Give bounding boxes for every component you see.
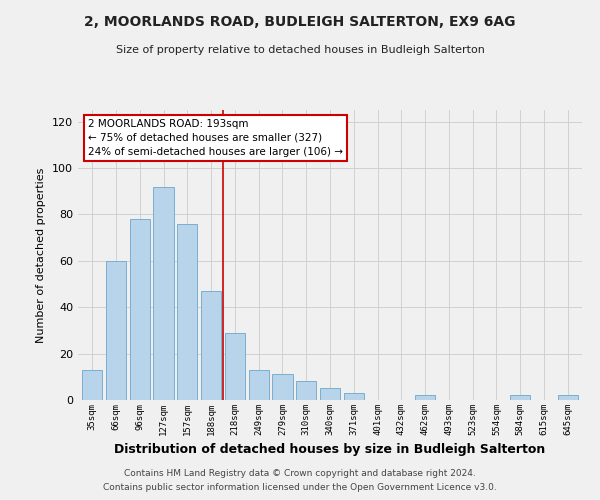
- Text: 2 MOORLANDS ROAD: 193sqm
← 75% of detached houses are smaller (327)
24% of semi-: 2 MOORLANDS ROAD: 193sqm ← 75% of detach…: [88, 118, 343, 156]
- X-axis label: Distribution of detached houses by size in Budleigh Salterton: Distribution of detached houses by size …: [115, 444, 545, 456]
- Bar: [201, 291, 221, 400]
- Bar: [130, 219, 150, 400]
- Text: Size of property relative to detached houses in Budleigh Salterton: Size of property relative to detached ho…: [116, 45, 484, 55]
- Bar: [82, 370, 103, 400]
- Bar: [248, 370, 269, 400]
- Bar: [272, 374, 293, 400]
- Y-axis label: Number of detached properties: Number of detached properties: [37, 168, 46, 342]
- Text: 2, MOORLANDS ROAD, BUDLEIGH SALTERTON, EX9 6AG: 2, MOORLANDS ROAD, BUDLEIGH SALTERTON, E…: [84, 15, 516, 29]
- Bar: [106, 261, 126, 400]
- Bar: [177, 224, 197, 400]
- Bar: [557, 396, 578, 400]
- Bar: [225, 332, 245, 400]
- Text: Contains public sector information licensed under the Open Government Licence v3: Contains public sector information licen…: [103, 484, 497, 492]
- Bar: [510, 396, 530, 400]
- Bar: [320, 388, 340, 400]
- Bar: [154, 186, 173, 400]
- Bar: [344, 393, 364, 400]
- Bar: [296, 382, 316, 400]
- Text: Contains HM Land Registry data © Crown copyright and database right 2024.: Contains HM Land Registry data © Crown c…: [124, 468, 476, 477]
- Bar: [415, 396, 435, 400]
